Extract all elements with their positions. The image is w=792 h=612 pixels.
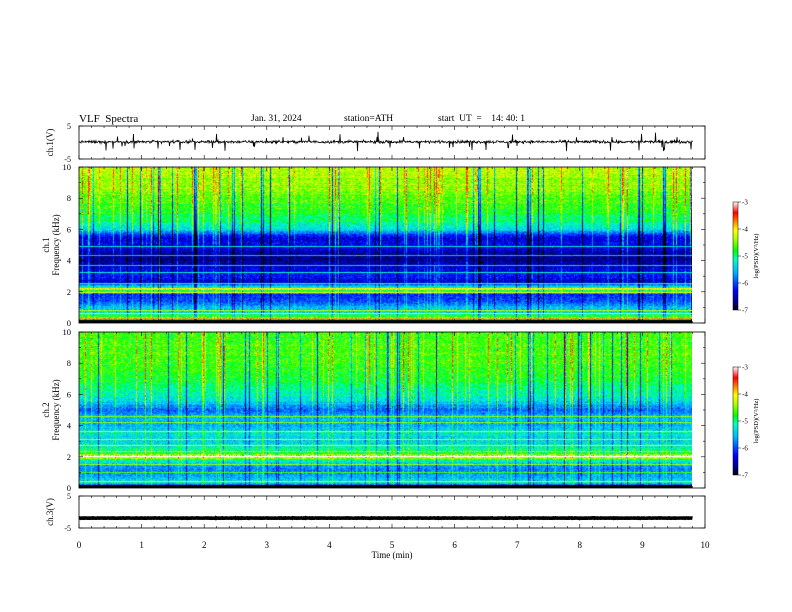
y-tick-label-4-panel-2: 4 xyxy=(67,256,72,266)
y-tick-label-10-panel-3: 10 xyxy=(63,327,72,337)
colorbar-tick-m3-panel-2: -3 xyxy=(742,199,748,207)
svg-text:ch.2: ch.2 xyxy=(41,402,51,417)
x-tick-label-2: 2 xyxy=(202,540,207,550)
svg-text:log(PSD)(V²/Hz): log(PSD)(V²/Hz) xyxy=(753,399,760,444)
station-label: station=ATH xyxy=(344,114,394,124)
x-tick-label-3: 3 xyxy=(265,540,270,550)
x-tick-marks-panel-3 xyxy=(78,332,706,488)
colorbar-label-2: log(PSD)(V²/Hz) xyxy=(753,234,760,279)
colorbar-tick-m4-panel-3: -4 xyxy=(742,391,748,399)
x-tick-marks-panel-4 xyxy=(78,496,706,528)
waveform-trace-1 xyxy=(78,131,693,152)
y-tick-label-2-panel-2: 2 xyxy=(67,287,71,297)
svg-text:ch.3(V): ch.3(V) xyxy=(45,498,55,526)
colorbar-3 xyxy=(732,366,739,476)
waveform-frame-4 xyxy=(78,495,706,529)
y-tick-label-bottom-1: -5 xyxy=(64,155,71,164)
colorbar-2 xyxy=(732,201,739,311)
y-tick-label-8-panel-3: 8 xyxy=(67,358,71,368)
y-tick-label-0-panel-2: 0 xyxy=(67,318,71,328)
colorbar-tick-m3-panel-3: -3 xyxy=(742,364,748,372)
y-tick-label-bottom-4: -5 xyxy=(64,524,71,533)
y-axis-label-panel-2: ch.1 Frequency (kHz) xyxy=(41,214,61,275)
x-tick-label-8: 8 xyxy=(578,540,583,550)
svg-text:log(PSD)(V²/Hz): log(PSD)(V²/Hz) xyxy=(753,234,760,279)
x-tick-label-0: 0 xyxy=(77,540,82,550)
colorbar-tick-m7-panel-3: -7 xyxy=(742,472,748,480)
colorbar-tick-m6-panel-3: -6 xyxy=(742,445,748,453)
x-tick-label-9: 9 xyxy=(640,540,645,550)
spectrogram-image-3 xyxy=(79,332,692,488)
waveform-trace-4 xyxy=(78,515,693,521)
y-axis-label-panel-4: ch.3(V) xyxy=(45,498,55,526)
colorbar-tick-m7-panel-2: -7 xyxy=(742,307,748,315)
x-tick-marks-panel-2 xyxy=(78,167,706,323)
colorbar-label-3: log(PSD)(V²/Hz) xyxy=(753,399,760,444)
y-axis-label-panel-3: ch.2 Frequency (kHz) xyxy=(41,379,61,440)
x-tick-label-10: 10 xyxy=(701,540,711,550)
colorbar-tick-m6-panel-2: -6 xyxy=(742,280,748,288)
x-tick-label-6: 6 xyxy=(452,540,457,550)
svg-text:ch.1(V): ch.1(V) xyxy=(45,129,55,157)
date-label: Jan. 31, 2024 xyxy=(251,114,302,124)
colorbar-tick-m5-panel-3: -5 xyxy=(742,418,748,426)
y-tick-label-8-panel-2: 8 xyxy=(67,193,71,203)
colorbar-tick-m5-panel-2: -5 xyxy=(742,253,748,261)
y-tick-label-6-panel-3: 6 xyxy=(67,389,71,399)
svg-text:Frequency (kHz): Frequency (kHz) xyxy=(51,214,61,275)
x-axis-label: Time (min) xyxy=(372,550,413,560)
y-tick-label-6-panel-2: 6 xyxy=(67,224,71,234)
svg-text:ch.1: ch.1 xyxy=(41,237,51,252)
y-tick-label-0-panel-3: 0 xyxy=(67,483,71,493)
x-tick-label-4: 4 xyxy=(327,540,332,550)
x-tick-label-7: 7 xyxy=(515,540,520,550)
y-tick-label-4-panel-3: 4 xyxy=(67,421,72,431)
spectrogram-image-2 xyxy=(79,167,692,323)
chart-title: VLF Spectra xyxy=(79,113,139,125)
x-tick-marks-panel-1 xyxy=(78,126,706,159)
x-tick-label-1: 1 xyxy=(139,540,144,550)
svg-text:Frequency (kHz): Frequency (kHz) xyxy=(51,379,61,440)
colorbar-tick-m4-panel-2: -4 xyxy=(742,226,748,234)
x-tick-label-5: 5 xyxy=(390,540,395,550)
y-tick-label-10-panel-2: 10 xyxy=(63,162,72,172)
start-time-label: start UT = 14: 40: 1 xyxy=(438,114,525,124)
y-axis-label-panel-1: ch.1(V) xyxy=(45,129,55,157)
y-tick-label-top-4: 5 xyxy=(67,492,71,501)
y-tick-label-top-1: 5 xyxy=(67,122,71,131)
y-tick-label-2-panel-3: 2 xyxy=(67,452,71,462)
